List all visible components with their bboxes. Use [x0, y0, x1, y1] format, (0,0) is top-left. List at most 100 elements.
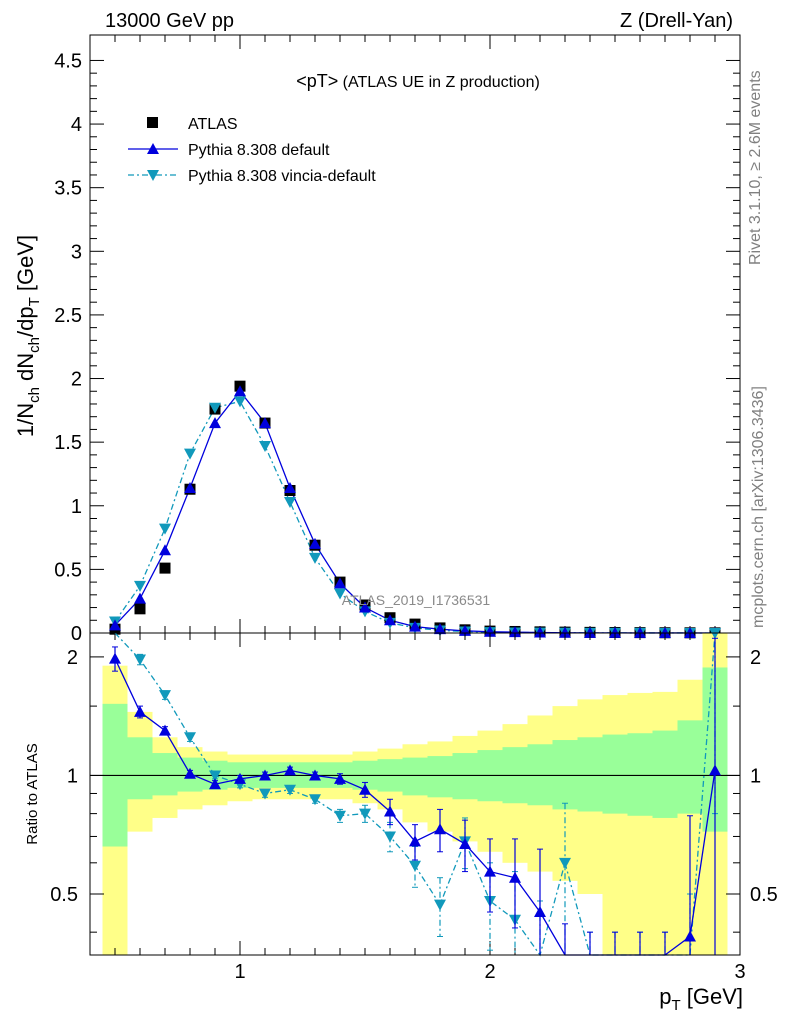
pythia-default-ratio-point [384, 805, 396, 817]
ratio-band-inner [152, 753, 178, 796]
pythia-default-data-point [284, 481, 296, 493]
vincia-ratio-point [409, 860, 421, 872]
xlabel: pT [GeV] [659, 984, 743, 1014]
pythia-default-ratio-point [159, 724, 171, 736]
pythia-default-data-point [159, 544, 171, 556]
legend-marker-atlas [147, 117, 158, 128]
watermark: ATLAS_2019_I1736531 [342, 592, 491, 608]
vincia-data-point [334, 588, 346, 600]
pythia-default-data-point [584, 626, 596, 638]
vincia-data-point [159, 523, 171, 535]
vincia-ratio-point [209, 770, 221, 782]
ratio-ytick-label: 1 [67, 765, 78, 787]
ratio-plot-layer: 0.5 0.5 1 1 2 2 1 2 3 [50, 628, 778, 983]
vincia-ratio-point [159, 690, 171, 702]
legend-marker-vincia [147, 170, 159, 181]
pythia-default-ratio-point [184, 767, 196, 779]
vincia-ratio-point [559, 857, 571, 869]
pythia-default-data-point [309, 537, 321, 549]
pythia-default-data-point [334, 577, 346, 589]
ratio-band-inner [652, 730, 678, 818]
vincia-ratio-point [284, 784, 296, 796]
pythia-default-data-point [134, 592, 146, 604]
pythia-default-ratio-point [209, 778, 221, 790]
pythia-default-data-point [109, 619, 121, 631]
main-ylabel: 1/Nch dNch/dpT [GeV] [13, 235, 43, 437]
ratio-ytick-label: 2 [67, 647, 78, 669]
ratio-band-inner [127, 737, 153, 800]
pythia-default-ratio-point [259, 769, 271, 781]
pythia-default-ratio-point [534, 906, 546, 918]
pythia-default-ratio-point [359, 783, 371, 795]
ratio-band-inner [677, 720, 703, 814]
header-left: 13000 GeV pp [105, 10, 234, 32]
ratio-ytick-label-right: 2 [750, 647, 761, 669]
ratio-band-inner [577, 737, 603, 812]
vincia-ratio-point [384, 831, 396, 843]
main-ytick-label: 0.5 [54, 559, 82, 581]
pythia-default-ratio-point [484, 865, 496, 877]
main-ytick-label: 1.5 [54, 432, 82, 454]
legend-label-default: Pythia 8.308 default [188, 142, 330, 159]
ratio-band-inner [452, 753, 478, 800]
main-ytick-label: 3 [71, 241, 82, 263]
main-ytick-label: 1 [71, 496, 82, 518]
pythia-default-ratio-point [109, 652, 121, 664]
ratio-plot-frame [89, 632, 741, 956]
pythia-default-data-point [509, 626, 521, 638]
vincia-data-point [234, 396, 246, 408]
main-ytick-label: 2.5 [54, 305, 82, 327]
mcplots-label: mcplots.cern.ch [arXiv:1306.3436] [750, 386, 767, 628]
pythia-default-data-point [484, 625, 496, 637]
ratio-band-inner [627, 733, 653, 816]
legend-marker-default [147, 143, 159, 154]
vincia-data-point [259, 440, 271, 452]
legend-label-vincia: Pythia 8.308 vincia-default [188, 168, 376, 185]
main-ytick-label: 3.5 [54, 178, 82, 200]
ratio-ylabel: Ratio to ATLAS [24, 743, 41, 844]
pythia-default-ratio-point [284, 764, 296, 776]
pythia-default-ratio-point [434, 823, 446, 835]
ratio-band-inner [552, 740, 578, 810]
vincia-data-point [309, 552, 321, 564]
pythia-default-data-point [409, 620, 421, 632]
main-ytick-label: 2 [71, 369, 82, 391]
main-title: <pT> (ATLAS UE in Z production) [296, 71, 540, 91]
pythia-default-ratio-point [684, 930, 696, 942]
legend-label-atlas: ATLAS [188, 116, 238, 133]
pythia-default-data-point [634, 626, 646, 638]
ratio-ytick-label-right: 0.5 [750, 884, 778, 906]
main-ytick-label: 0 [71, 623, 82, 645]
vincia-ratio-point [334, 810, 346, 822]
pythia-default-ratio-point [134, 705, 146, 717]
main-plot-layer: 0 0.5 1 1.5 2 2.5 3 3.5 4 4.5 [54, 35, 741, 645]
ratio-ytick-label-right: 1 [750, 765, 761, 787]
ratio-xtick-label: 3 [734, 961, 745, 983]
main-title-main: <pT> [296, 71, 338, 91]
vincia-ratio-point [184, 732, 196, 744]
pythia-default-data-point [384, 614, 396, 626]
ratio-band-outer [602, 695, 628, 955]
pythia-default-ratio-point [234, 772, 246, 784]
pythia-default-data-point [434, 623, 446, 635]
ratio-ytick-label: 0.5 [50, 884, 78, 906]
pythia-default-data-point [659, 626, 671, 638]
ratio-band-inner [427, 756, 453, 798]
vincia-data-point [284, 496, 296, 508]
vincia-ratio-point [434, 899, 446, 911]
header-right: Z (Drell-Yan) [620, 10, 733, 32]
pythia-default-ratio-point [709, 764, 721, 776]
pythia-default-data-point [684, 626, 696, 638]
pythia-default-data-point [234, 385, 246, 397]
vincia-data-point [209, 402, 221, 414]
pythia-default-data-point [534, 626, 546, 638]
vincia-data-point [184, 448, 196, 460]
vincia-ratio-point [259, 788, 271, 800]
pythia-default-data-point [209, 417, 221, 429]
pythia-default-data-point [184, 481, 196, 493]
pythia-default-ratio-point [459, 837, 471, 849]
atlas-data-point [134, 603, 146, 615]
ratio-band-inner [402, 757, 428, 796]
ratio-band-inner [602, 734, 628, 814]
